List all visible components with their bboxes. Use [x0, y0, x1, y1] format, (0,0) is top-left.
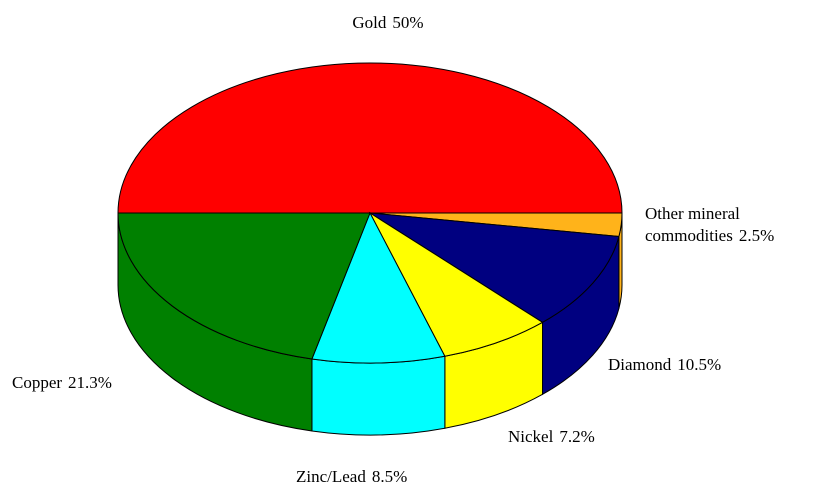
- slice: [117, 212, 371, 360]
- slice-label: Gold 50%: [318, 12, 458, 34]
- value-label: 50%: [392, 13, 424, 32]
- category-name: Gold: [352, 13, 387, 32]
- category-name: Zinc/Lead: [296, 467, 366, 486]
- value-label: 2.5%: [738, 226, 775, 245]
- slice-label: Zinc/Lead 8.5%: [296, 466, 496, 488]
- slice: [117, 62, 623, 214]
- slice-label: Nickel 7.2%: [508, 426, 708, 448]
- category-name: Other mineral commodities: [645, 204, 740, 245]
- category-name: Copper: [12, 373, 63, 392]
- value-label: 8.5%: [371, 467, 408, 486]
- value-label: 7.2%: [559, 427, 595, 446]
- slice-label: Copper 21.3%: [12, 372, 212, 394]
- category-name: Diamond: [608, 355, 672, 374]
- slice: [369, 212, 620, 323]
- category-name: Nickel: [508, 427, 554, 446]
- slice: [368, 211, 544, 357]
- value-label: 10.5%: [677, 355, 722, 374]
- slice-label: Other mineral commodities 2.5%: [645, 203, 815, 247]
- slice-side: [311, 355, 446, 436]
- slice: [311, 211, 446, 364]
- value-label: 21.3%: [68, 373, 112, 392]
- slice-label: Diamond 10.5%: [608, 354, 808, 376]
